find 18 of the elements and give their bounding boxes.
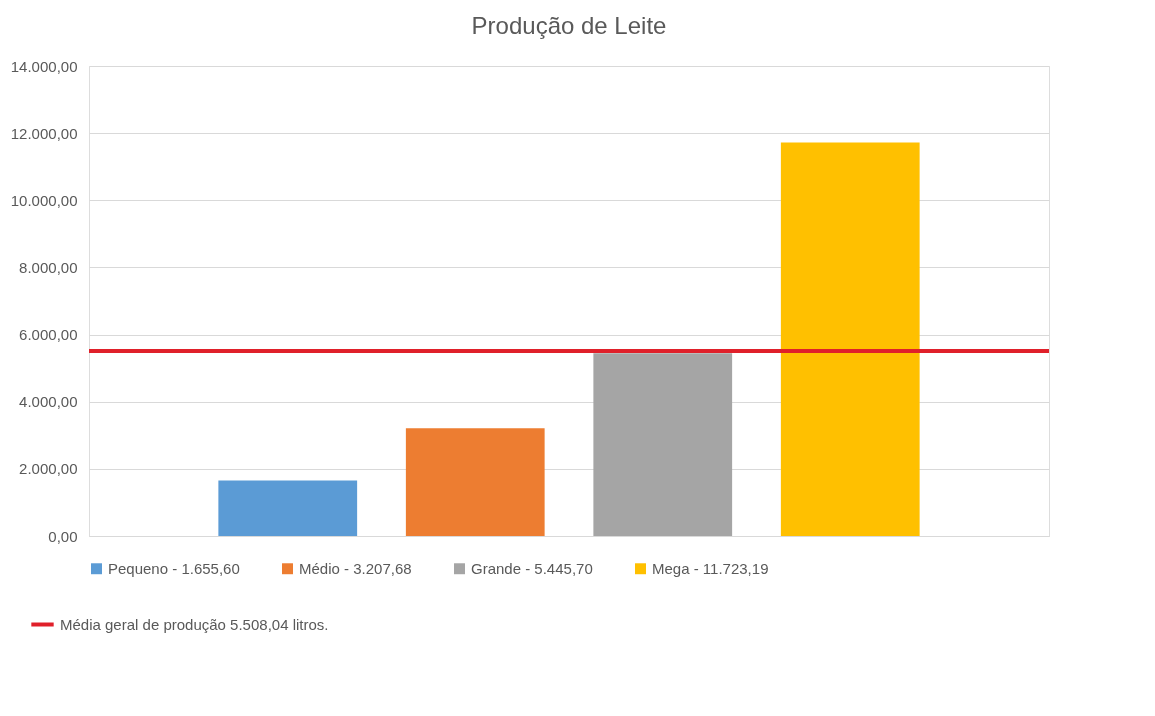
y-tick-label: 12.000,00 xyxy=(10,124,78,142)
y-tick-label: 8.000,00 xyxy=(19,258,78,276)
y-tick-label: 4.000,00 xyxy=(19,393,78,411)
legend-label: Grande - 5.445,70 xyxy=(471,559,593,577)
y-tick-label: 6.000,00 xyxy=(19,326,78,344)
bar xyxy=(405,428,545,536)
legend-label: Média geral de produção 5.508,04 litros. xyxy=(60,615,329,633)
bar xyxy=(780,142,920,536)
y-tick-label: 2.000,00 xyxy=(19,460,78,478)
y-tick-label: 0,00 xyxy=(48,527,78,545)
legend-label: Pequeno - 1.655,60 xyxy=(108,559,240,577)
bar xyxy=(218,480,358,536)
bar xyxy=(593,353,733,536)
legend-label: Mega - 11.723,19 xyxy=(652,559,769,577)
y-tick-label: 14.000,00 xyxy=(10,57,78,75)
chart-title: Produção de Leite xyxy=(471,12,667,39)
legend-label: Médio - 3.207,68 xyxy=(299,559,412,577)
y-tick-label: 10.000,00 xyxy=(10,191,78,209)
